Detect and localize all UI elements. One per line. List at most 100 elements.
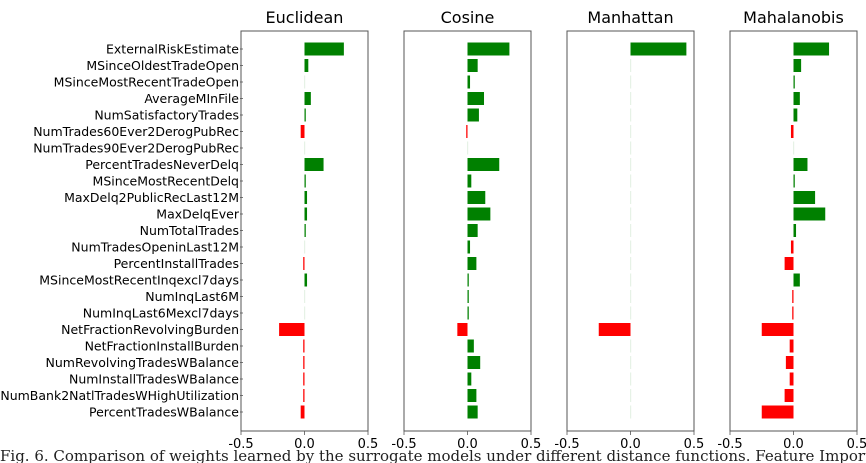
feature-label: ExternalRiskEstimate	[106, 42, 239, 57]
figure-caption: Fig. 6. Comparison of weights learned by…	[0, 447, 866, 463]
feature-label: MSinceOldestTradeOpen	[86, 58, 239, 73]
bar	[300, 125, 305, 138]
feature-label: NumRevolvingTradesWBalance	[46, 355, 240, 370]
bar	[467, 372, 472, 386]
bar	[467, 240, 471, 254]
bar	[630, 273, 632, 287]
bar	[304, 59, 309, 72]
bar	[784, 257, 794, 270]
bar	[630, 339, 632, 353]
bar	[304, 108, 306, 122]
bar	[457, 323, 468, 336]
x-tick-label: 0.5	[521, 437, 542, 452]
bar	[467, 191, 486, 204]
x-tick-label: 0.5	[684, 437, 705, 452]
bar	[793, 174, 795, 188]
bar	[630, 207, 632, 221]
bar	[304, 158, 324, 171]
feature-label: NumTrades60Ever2DerogPubRec	[33, 124, 239, 139]
bar	[630, 92, 632, 105]
bar	[630, 405, 632, 419]
bar	[630, 224, 632, 237]
x-tick-label: 0.5	[847, 437, 866, 452]
bar	[467, 290, 469, 303]
bar	[467, 75, 471, 89]
x-tick-label: 0.0	[620, 437, 641, 452]
bar	[792, 306, 794, 320]
bar	[303, 339, 305, 353]
bar	[467, 141, 469, 155]
bar	[467, 257, 477, 270]
bar	[467, 59, 478, 72]
bar	[304, 191, 308, 204]
bar	[630, 75, 632, 89]
bar	[784, 389, 794, 402]
bar	[467, 389, 477, 402]
bar	[467, 405, 478, 419]
bar	[630, 372, 632, 386]
bar	[789, 372, 794, 386]
bar	[303, 372, 305, 386]
panel-cosine: Cosine -0.5 0.0 0.5	[391, 8, 541, 452]
bar	[630, 306, 632, 320]
bar	[630, 389, 632, 402]
bar	[467, 108, 479, 122]
bar	[793, 92, 800, 105]
bar	[304, 207, 308, 221]
panel-manhattan: Manhattan -0.5 0.0 0.5	[554, 8, 704, 452]
bar	[303, 257, 305, 270]
bar	[467, 158, 500, 171]
bar	[789, 339, 794, 353]
bar	[304, 240, 306, 254]
bar	[761, 405, 794, 419]
bar	[467, 339, 474, 353]
bar	[630, 141, 632, 155]
bar	[790, 240, 794, 254]
panel-title: Mahalanobis	[743, 8, 844, 27]
bar	[630, 125, 632, 138]
bar	[630, 356, 632, 369]
x-tick-label: -0.5	[228, 437, 253, 452]
bar	[785, 356, 794, 369]
bar	[793, 42, 830, 56]
x-tick-label: 0.0	[294, 437, 315, 452]
bar	[630, 174, 632, 188]
bar	[467, 356, 481, 369]
bar	[467, 42, 510, 56]
bar	[304, 42, 344, 56]
feature-label: NumTradesOpeninLast12M	[71, 240, 239, 255]
bar	[466, 125, 468, 138]
bar	[467, 306, 469, 320]
feature-label: NumSatisfactoryTrades	[94, 108, 239, 123]
bar	[304, 141, 306, 155]
panel-euclidean: Euclidean -0.5 0.0 0.5	[228, 8, 378, 452]
bar	[467, 207, 491, 221]
bar	[793, 75, 795, 89]
bar	[304, 75, 306, 89]
bar	[300, 405, 305, 419]
bar	[630, 158, 632, 171]
feature-label: NetFractionInstallBurden	[85, 339, 239, 354]
feature-label: PercentTradesWBalance	[89, 405, 239, 420]
bar	[304, 290, 306, 303]
bar	[304, 224, 306, 237]
panel-title: Euclidean	[266, 8, 344, 27]
bar	[304, 174, 306, 188]
bar	[303, 356, 305, 369]
bar	[792, 290, 794, 303]
feature-label: AverageMInFile	[144, 91, 239, 106]
feature-label: PercentInstallTrades	[114, 256, 239, 271]
bar	[793, 207, 826, 221]
bar	[630, 59, 632, 72]
bar	[467, 224, 478, 237]
bar	[304, 273, 308, 287]
bar	[304, 92, 311, 105]
feature-label: MSinceMostRecentInqexcl7days	[39, 273, 239, 288]
bar	[793, 141, 795, 155]
bar	[279, 323, 305, 336]
feature-label: MaxDelq2PublicRecLast12M	[64, 190, 239, 205]
feature-label: MSinceMostRecentTradeOpen	[54, 75, 239, 90]
bar	[304, 306, 306, 320]
